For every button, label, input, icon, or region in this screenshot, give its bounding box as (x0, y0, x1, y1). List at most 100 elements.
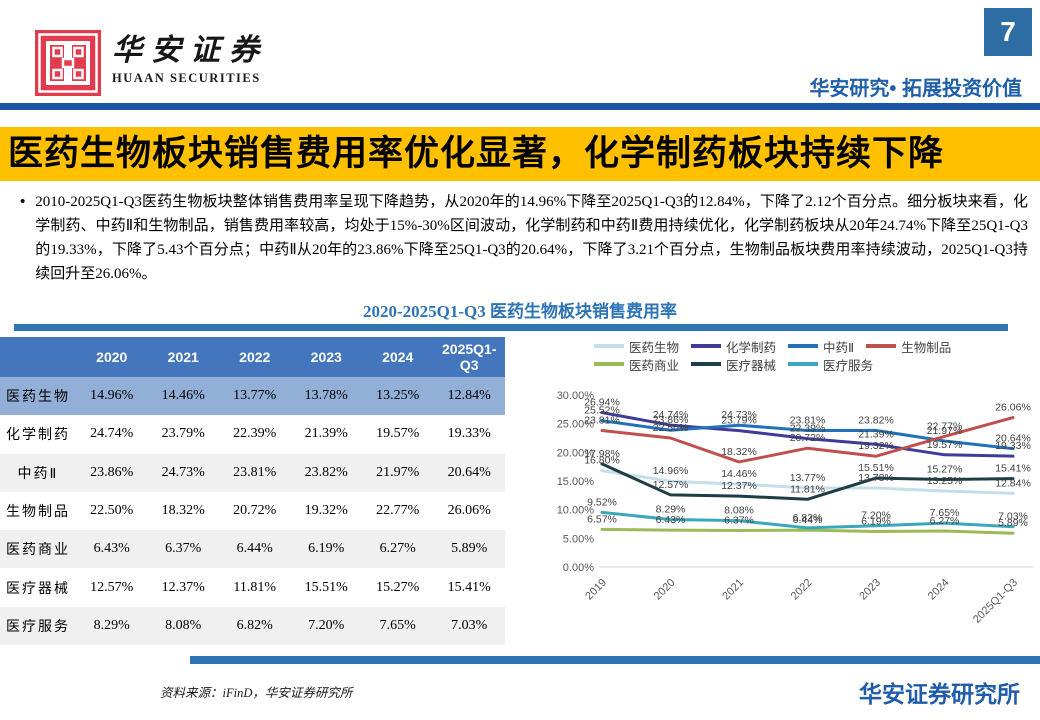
data-label: 23.81% (584, 414, 620, 426)
data-label: 6.82% (793, 512, 823, 524)
data-label: 19.33% (995, 440, 1031, 452)
data-label: 11.81% (790, 483, 825, 495)
table-row: 医疗器械 12.57% 12.37% 11.81% 15.51% 15.27% 15.41% (0, 568, 505, 606)
data-label: 6.43% (656, 514, 686, 526)
table-cell: 13.25% (362, 377, 434, 416)
table-cell: 6.82% (219, 606, 291, 646)
series-line (600, 510, 1015, 530)
footer-brand: 华安证券研究所 (859, 681, 1020, 707)
table-row: 医药商业 6.43% 6.37% 6.44% 6.19% 6.27% 5.89% (0, 530, 505, 569)
table-cell: 12.37% (161, 579, 205, 595)
data-label: 17.98% (584, 448, 620, 460)
data-label: 8.08% (724, 505, 754, 517)
table-cell: 21.39% (304, 426, 348, 442)
data-label: 18.32% (721, 446, 757, 458)
data-label: 24.74% (653, 409, 689, 421)
data-label: 7.20% (861, 510, 891, 522)
table-cell: 15.27% (376, 579, 420, 595)
company-logo: 华安证券 HUAAN SECURITIES (112, 34, 268, 86)
data-label: 7.03% (998, 511, 1028, 523)
bullet-text: 2010-2025Q1-Q3医药生物板块整体销售费用率呈现下降趋势，从2020年… (35, 194, 1028, 282)
y-axis-tick: 15.00% (557, 476, 595, 488)
x-axis-tick: 2025Q1-Q3 (971, 577, 1020, 626)
legend-label: 医疗器械 (726, 358, 777, 373)
table-cell: 23.81% (219, 453, 291, 492)
legend-swatch-icon (691, 344, 722, 348)
data-label: 13.78% (858, 472, 894, 484)
page-number: 7 (984, 8, 1032, 56)
column-header: 2023 (290, 337, 362, 377)
legend-item: 中药Ⅱ (788, 337, 854, 356)
legend-swatch-icon (691, 362, 722, 366)
table-cell: 12.57% (90, 579, 134, 595)
data-label: 26.94% (584, 397, 620, 409)
row-label: 医疗器械 (6, 581, 70, 597)
table-cell: 15.51% (304, 579, 348, 595)
logo-subtitle: HUAAN SECURITIES (112, 71, 261, 85)
data-label: 9.52% (587, 496, 617, 508)
table-cell: 23.79% (161, 426, 205, 442)
expense-ratio-chart: 医药生物 化学制药 中药Ⅱ 生物制品 医药商业 医疗器械 医疗服务 30.00% 25.00%… (528, 337, 1040, 649)
column-header: 2022 (219, 337, 291, 377)
table-cell: 7.03% (433, 606, 505, 646)
source-note: 资料来源：iFinD，华安证券研究所 (160, 686, 353, 700)
table-cell: 8.29% (76, 606, 148, 646)
table-cell: 13.77% (219, 377, 291, 416)
data-label: 23.81% (790, 414, 826, 426)
table-row: 医药生物 14.96% 14.46% 13.77% 13.78% 13.25% 12.84% (0, 377, 505, 416)
data-label: 20.64% (995, 433, 1031, 445)
table-cell: 14.46% (147, 377, 219, 416)
table-cell: 8.08% (147, 606, 219, 646)
row-label: 化学制药 (6, 428, 70, 444)
legend-item: 医疗服务 (788, 355, 873, 374)
chart-legend: 医药生物 化学制药 中药Ⅱ 生物制品医药商业 医疗器械 医疗服务 (594, 337, 1040, 373)
legend-item: 化学制药 (691, 337, 776, 356)
legend-item: 生物制品 (866, 337, 951, 356)
table-cell: 23.86% (76, 453, 148, 492)
legend-item: 医药生物 (594, 337, 679, 356)
table-cell: 26.06% (447, 503, 491, 519)
legend-label: 生物制品 (901, 340, 952, 355)
data-label: 24.73% (721, 409, 757, 421)
data-label: 21.39% (858, 428, 894, 440)
data-label: 12.37% (721, 480, 757, 492)
legend-label: 医药商业 (629, 358, 680, 373)
row-label: 医药生物 (0, 377, 76, 416)
table-cell: 21.97% (362, 453, 434, 492)
series-line (600, 419, 1015, 451)
table-cell: 24.73% (147, 453, 219, 492)
table-cell: 7.65% (362, 606, 434, 646)
series-line (600, 411, 1015, 458)
legend-label: 医药生物 (629, 340, 680, 355)
x-axis-tick: 2021 (720, 577, 746, 603)
legend-item: 医疗器械 (691, 355, 776, 374)
data-label: 14.46% (721, 468, 757, 480)
column-header: 2024 (362, 337, 434, 377)
series-line (600, 527, 1015, 535)
series-line (600, 469, 1015, 495)
legend-swatch-icon (788, 362, 819, 366)
data-label: 21.97% (927, 425, 963, 437)
expense-ratio-table: 2020 2021 2022 2023 2024 2025Q1-Q3 医药生物 14.96% 1… (0, 337, 505, 646)
table-row: 医疗服务 8.29% 8.08% 6.82% 7.20% 7.65% 7.03% (0, 606, 505, 646)
bullet-marker: • (20, 193, 26, 210)
data-label: 13.77% (790, 472, 826, 484)
body-paragraph: • 2010-2025Q1-Q3医药生物板块整体销售费用率呈现下降趋势，从202… (20, 190, 1028, 286)
title-divider (14, 324, 1008, 331)
row-label: 医疗服务 (0, 606, 76, 646)
data-label: 6.27% (930, 515, 960, 527)
data-label: 7.65% (930, 507, 960, 519)
legend-swatch-icon (594, 344, 624, 348)
logo-title: 华安证券 (112, 34, 268, 67)
column-header (0, 337, 76, 377)
table-cell: 7.20% (290, 606, 362, 646)
table-cell: 20.72% (233, 503, 277, 519)
x-axis-tick: 2020 (652, 577, 678, 603)
y-axis-tick: 10.00% (557, 505, 595, 517)
footer-divider (190, 656, 1040, 664)
data-label: 5.89% (998, 517, 1028, 529)
table-cell: 19.32% (304, 503, 348, 519)
legend-label: 医疗服务 (823, 358, 874, 373)
legend-swatch-icon (866, 344, 897, 348)
